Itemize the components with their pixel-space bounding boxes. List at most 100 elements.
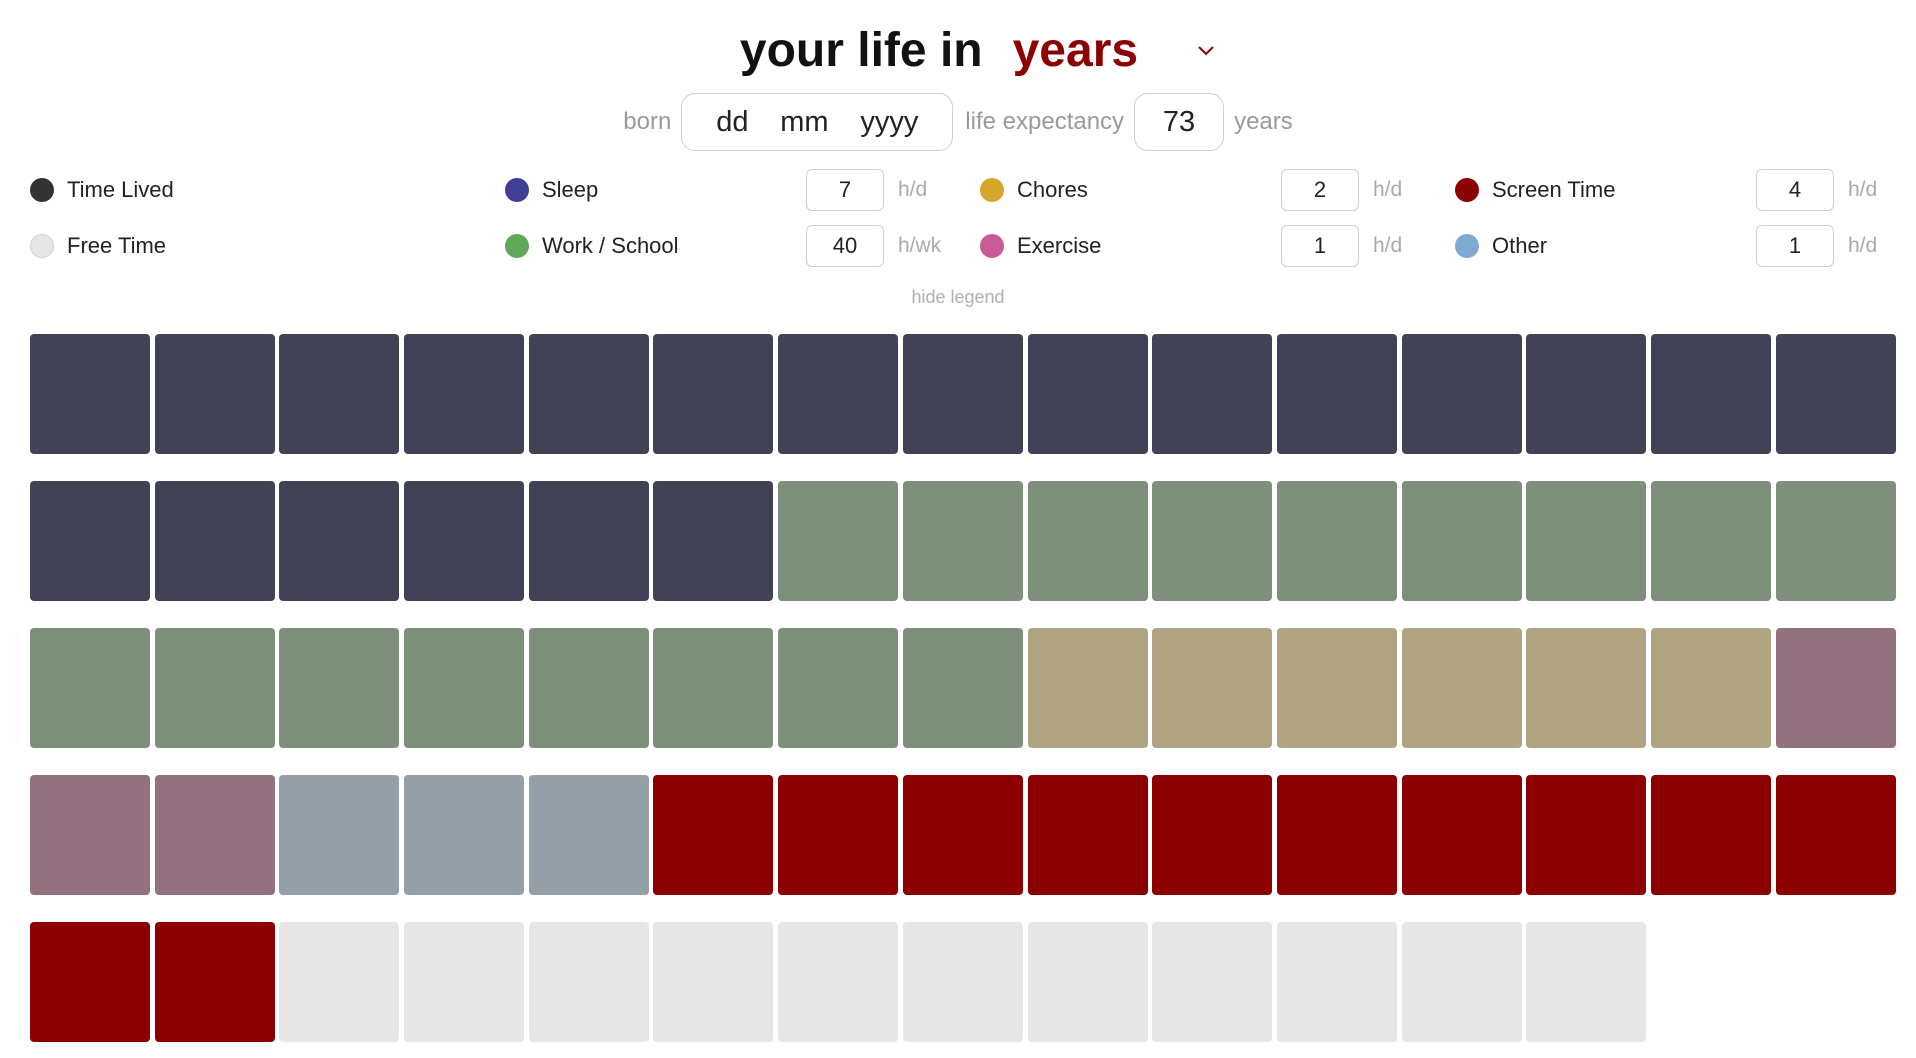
screen-time-hours-input[interactable]: 4	[1756, 169, 1834, 211]
sleep-dot-icon	[505, 178, 529, 202]
inputs-row: born dd mm yyyy life expectancy 73 years	[0, 93, 1916, 151]
year-cell-work-school	[279, 628, 400, 748]
year-cell-sleep	[778, 334, 899, 454]
year-cell-screen-time	[1027, 775, 1148, 895]
life-expectancy-label: life expectancy	[965, 108, 1125, 135]
chevron-down-icon	[1198, 46, 1214, 56]
year-cell-free-time	[404, 922, 525, 1042]
year-cell-free-time	[1027, 922, 1148, 1042]
year-cell-screen-time	[30, 922, 150, 1042]
year-cell-work-school	[1526, 481, 1647, 601]
year-cell-work-school	[653, 628, 774, 748]
year-cell-sleep	[404, 481, 525, 601]
year-cell-free-time	[1401, 922, 1522, 1042]
life-expectancy-input[interactable]: 73	[1134, 93, 1225, 151]
legend-item-time-lived: Time Lived	[30, 168, 174, 212]
year-cell-work-school	[1276, 481, 1397, 601]
year-cell-chores	[1027, 628, 1148, 748]
year-cell-sleep	[902, 334, 1023, 454]
year-cell-sleep	[1775, 334, 1896, 454]
year-cell-work-school	[30, 628, 150, 748]
work-school-hours-input[interactable]: 40	[806, 225, 884, 267]
page-title: your life in	[739, 23, 983, 77]
year-cell-free-time	[1526, 922, 1647, 1042]
chores-unit: h/d	[1373, 178, 1403, 201]
unit-select-value: years	[1012, 23, 1139, 77]
year-cell-work-school	[778, 481, 899, 601]
year-cell-work-school	[154, 628, 275, 748]
year-cell-sleep	[1276, 334, 1397, 454]
year-cell-screen-time	[1401, 775, 1522, 895]
year-cell-work-school	[902, 628, 1023, 748]
year-cell-free-time	[778, 922, 899, 1042]
work-school-unit: h/wk	[898, 234, 942, 257]
year-cell-sleep	[528, 334, 649, 454]
screen-time-unit: h/d	[1848, 178, 1878, 201]
other-hours-input[interactable]: 1	[1756, 225, 1834, 267]
legend-item-screen-time: Screen Time	[1455, 168, 1616, 212]
legend-label: Work / School	[542, 233, 679, 258]
year-cell-sleep	[1027, 334, 1148, 454]
year-cell-screen-time	[1152, 775, 1273, 895]
year-cell-work-school	[1152, 481, 1273, 601]
exercise-dot-icon	[980, 234, 1004, 258]
year-cell-free-time	[902, 922, 1023, 1042]
year-cell-work-school	[404, 628, 525, 748]
born-label: born	[623, 108, 672, 135]
year-cell-screen-time	[1650, 775, 1771, 895]
year-cell-exercise	[154, 775, 275, 895]
year-cell-work-school	[1401, 481, 1522, 601]
year-cell-sleep	[279, 481, 400, 601]
birth-year-input[interactable]: yyyy	[860, 105, 919, 138]
year-cell-sleep	[1650, 334, 1771, 454]
year-cell-screen-time	[1526, 775, 1647, 895]
legend-row-1: Time Lived Sleep 7 h/d Chores 2 h/d Scre…	[30, 168, 1890, 224]
year-cell-work-school	[778, 628, 899, 748]
sleep-hours-input[interactable]: 7	[806, 169, 884, 211]
exercise-hours-input[interactable]: 1	[1281, 225, 1359, 267]
legend-item-sleep: Sleep	[505, 168, 598, 212]
year-cell-sleep	[30, 481, 150, 601]
hide-legend-link[interactable]: hide legend	[911, 287, 1005, 307]
year-cell-exercise	[30, 775, 150, 895]
year-cell-screen-time	[778, 775, 899, 895]
free-time-dot-icon	[30, 234, 54, 258]
birth-day-input[interactable]: dd	[716, 105, 749, 138]
year-cell-free-time	[528, 922, 649, 1042]
year-cell-work-school	[902, 481, 1023, 601]
work-school-dot-icon	[505, 234, 529, 258]
year-cell-sleep	[404, 334, 525, 454]
year-cell-sleep	[653, 334, 774, 454]
year-cell-sleep	[279, 334, 400, 454]
year-cell-screen-time	[1276, 775, 1397, 895]
year-cell-sleep	[1526, 334, 1647, 454]
year-cell-sleep	[1152, 334, 1273, 454]
exercise-unit: h/d	[1373, 234, 1403, 257]
birth-month-input[interactable]: mm	[780, 105, 829, 138]
life-expectancy-unit: years	[1234, 108, 1293, 135]
year-cell-work-school	[1027, 481, 1148, 601]
legend-item-free-time: Free Time	[30, 224, 166, 268]
year-cell-sleep	[653, 481, 774, 601]
legend-label: Sleep	[542, 177, 599, 202]
unit-select[interactable]: years	[1013, 23, 1216, 78]
other-unit: h/d	[1848, 234, 1878, 257]
year-cell-work-school	[1650, 481, 1771, 601]
year-cell-free-time	[653, 922, 774, 1042]
year-cell-chores	[1650, 628, 1771, 748]
year-cell-screen-time	[1775, 775, 1896, 895]
year-cell-free-time	[1152, 922, 1273, 1042]
legend: Time Lived Sleep 7 h/d Chores 2 h/d Scre…	[30, 168, 1890, 280]
birth-date-field[interactable]: dd mm yyyy	[681, 93, 954, 151]
legend-item-exercise: Exercise	[980, 224, 1101, 268]
chores-dot-icon	[980, 178, 1004, 202]
legend-label: Screen Time	[1492, 177, 1616, 202]
year-cell-chores	[1401, 628, 1522, 748]
chores-hours-input[interactable]: 2	[1281, 169, 1359, 211]
year-cell-screen-time	[902, 775, 1023, 895]
year-cell-exercise	[1775, 628, 1896, 748]
screen-time-dot-icon	[1455, 178, 1479, 202]
year-cell-sleep	[30, 334, 150, 454]
legend-row-2: Free Time Work / School 40 h/wk Exercise…	[30, 224, 1890, 280]
